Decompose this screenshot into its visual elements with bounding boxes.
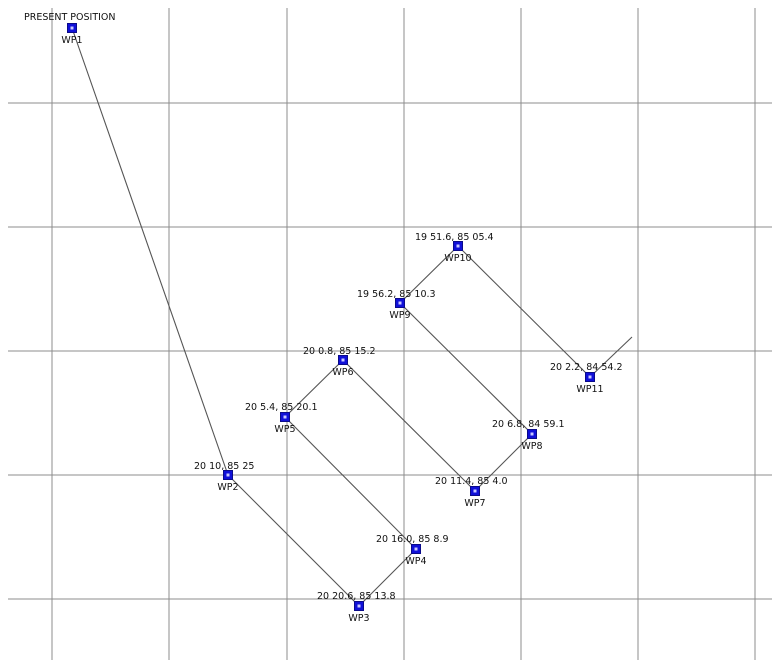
waypoint-id-label: WP5 [274, 424, 295, 435]
waypoint-marker-center [588, 375, 592, 379]
waypoint-marker-center [414, 547, 418, 551]
waypoint-marker-center [283, 415, 287, 419]
waypoint-id-label: WP4 [405, 556, 426, 567]
waypoint-coordinate-label: 20 6.8, 84 59.1 [492, 419, 565, 430]
waypoint-marker-center [530, 432, 534, 436]
waypoint-id-label: WP3 [348, 613, 369, 624]
waypoint-wp8[interactable]: WP8 20 6.8, 84 59.1 [492, 419, 565, 452]
waypoint-coordinate-label: 20 11.4, 85 4.0 [435, 476, 508, 487]
waypoint-wp10[interactable]: WP10 19 51.6, 85 05.4 [415, 232, 494, 264]
waypoint-wp9[interactable]: WP9 19 56.2, 85 10.3 [357, 289, 436, 321]
waypoint-id-label: WP10 [444, 253, 471, 264]
waypoint-wp6[interactable]: WP6 20 0.8, 85 15.2 [303, 346, 376, 378]
waypoint-wp5[interactable]: WP5 20 5.4, 85 20.1 [245, 402, 318, 435]
route-tail-segment [589, 336, 633, 378]
waypoint-coordinate-label: 20 5.4, 85 20.1 [245, 402, 318, 413]
present-position-label: PRESENT POSITION [24, 12, 116, 23]
waypoint-id-label: WP6 [332, 367, 353, 378]
waypoint-wp11[interactable]: WP11 20 2.2, 84 54.2 [550, 362, 623, 395]
waypoint-marker-center [226, 473, 230, 477]
waypoint-id-label: WP2 [217, 482, 238, 493]
waypoint-coordinate-label: 20 10, 85 25 [194, 461, 254, 472]
waypoint-wp2[interactable]: WP2 20 10, 85 25 [194, 461, 254, 493]
waypoint-wp7[interactable]: WP7 20 11.4, 85 4.0 [435, 476, 508, 509]
waypoint-wp3[interactable]: WP3 20 20.6, 85 13.8 [317, 591, 396, 624]
waypoint-coordinate-label: 20 2.2, 84 54.2 [550, 362, 623, 373]
waypoint-id-label: WP1 [61, 35, 82, 46]
waypoint-coordinate-label: 19 56.2, 85 10.3 [357, 289, 436, 300]
route-path [71, 27, 591, 607]
waypoint-wp4[interactable]: WP4 20 16.0, 85 8.9 [376, 534, 449, 567]
waypoint-coordinate-label: 20 16.0, 85 8.9 [376, 534, 449, 545]
waypoint-marker-center [357, 604, 361, 608]
waypoint-marker-center [70, 26, 74, 30]
waypoint-id-label: WP9 [389, 310, 410, 321]
waypoint-markers: WP1 WP2 20 10, 85 25 WP3 20 20.6, 85 13.8 WP4… [61, 23, 623, 624]
waypoint-marker-center [341, 358, 345, 362]
map-grid [8, 8, 772, 660]
waypoint-marker-center [473, 489, 477, 493]
waypoint-coordinate-label: 20 20.6, 85 13.8 [317, 591, 396, 602]
waypoint-id-label: WP8 [521, 441, 542, 452]
waypoint-coordinate-label: 20 0.8, 85 15.2 [303, 346, 376, 357]
waypoint-id-label: WP7 [464, 498, 485, 509]
waypoint-marker-center [398, 301, 402, 305]
waypoint-id-label: WP11 [576, 384, 603, 395]
waypoint-coordinate-label: 19 51.6, 85 05.4 [415, 232, 494, 243]
waypoint-wp1[interactable]: WP1 [61, 23, 83, 47]
waypoint-marker-center [456, 244, 460, 248]
